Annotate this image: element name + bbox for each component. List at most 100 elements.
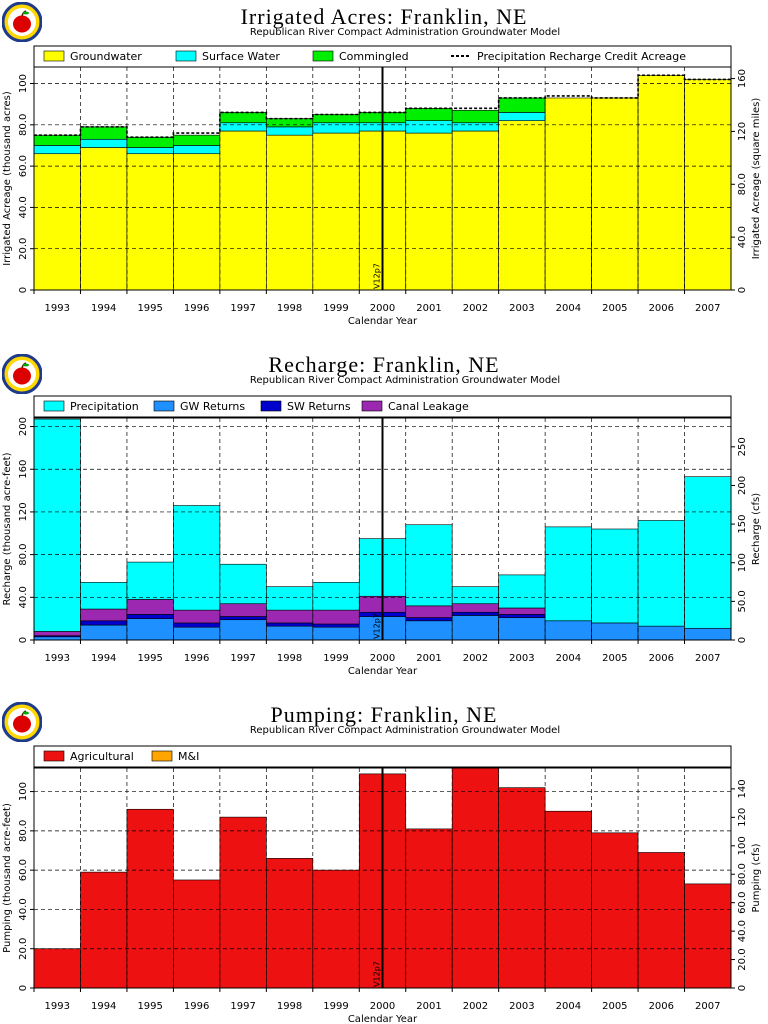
x-tick-label: 2004 — [556, 303, 581, 314]
bar-precipitation-1994 — [80, 582, 128, 610]
bar-surface-water-1994 — [80, 138, 128, 148]
x-tick-label: 1994 — [91, 303, 116, 314]
bar-commingled-2003 — [498, 97, 546, 113]
model-version-label: V12p7 — [373, 263, 382, 289]
x-axis-label: Calendar Year — [348, 666, 418, 677]
y-tick-label: 120 — [18, 502, 29, 521]
bar-groundwater-2004 — [544, 97, 592, 291]
bar-canal-leakage-1996 — [173, 609, 221, 624]
y2-tick-label: 200 — [737, 476, 748, 495]
x-tick-label: 1999 — [323, 303, 348, 314]
y2-tick-label: 60.0 — [737, 892, 748, 914]
x-tick-label: 2004 — [556, 1001, 581, 1012]
x-tick-label: 2003 — [509, 303, 534, 314]
recharge-panel: Recharge: Franklin, NE Republican River … — [0, 348, 768, 680]
bar-agricultural-2004 — [544, 810, 592, 989]
chart-subtitle: Republican River Compact Administration … — [249, 375, 561, 386]
x-tick-label: 1993 — [45, 653, 70, 664]
legend-label: Precipitation Recharge Credit Acreage — [477, 50, 686, 63]
legend-swatch-sw-returns — [260, 400, 282, 412]
x-tick-label: 2005 — [602, 653, 627, 664]
legend-label: M&I — [178, 750, 199, 763]
legend-swatch-groundwater — [43, 50, 65, 62]
y-tick-label: 0 — [18, 985, 29, 991]
y-tick-label: 80.0 — [18, 820, 29, 842]
y2-tick-label: 100 — [737, 836, 748, 855]
bar-canal-leakage-2001 — [405, 605, 453, 618]
y-tick-label: 160 — [18, 460, 29, 479]
bar-agricultural-2001 — [405, 828, 453, 989]
bar-groundwater-1998 — [266, 134, 314, 291]
bar-sw-returns-1994 — [80, 620, 128, 626]
x-tick-label: 2006 — [649, 1001, 674, 1012]
x-tick-label: 1995 — [137, 303, 162, 314]
legend-label: Precipitation — [70, 400, 139, 413]
y2-tick-label: 100 — [737, 553, 748, 572]
x-axis-label: Calendar Year — [348, 316, 418, 327]
legend-label: Canal Leakage — [388, 400, 469, 413]
bar-gw-returns-1995 — [126, 618, 174, 641]
bar-sw-returns-2002 — [451, 611, 499, 616]
y2-tick-label: 150 — [737, 515, 748, 534]
chart-subtitle: Republican River Compact Administration … — [249, 725, 561, 736]
legend-label: Surface Water — [202, 50, 280, 63]
x-tick-label: 1998 — [277, 1001, 302, 1012]
bar-commingled-1996 — [173, 134, 221, 146]
bar-surface-water-1997 — [219, 122, 267, 132]
bar-agricultural-1993 — [33, 948, 81, 989]
y-tick-label: 40.0 — [18, 196, 29, 218]
chart-title: Pumping: Franklin, NE — [270, 702, 498, 727]
bar-precipitation-2007 — [684, 476, 732, 629]
legend-swatch-m-i — [151, 750, 173, 762]
x-tick-label: 1998 — [277, 653, 302, 664]
bar-groundwater-2007 — [684, 79, 732, 291]
bar-precipitation-1999 — [312, 582, 360, 611]
bar-commingled-2001 — [405, 107, 453, 121]
bar-canal-leakage-1999 — [312, 609, 360, 625]
y2-tick-label: 120 — [737, 808, 748, 827]
x-tick-label: 1996 — [184, 303, 209, 314]
bar-agricultural-1996 — [173, 879, 221, 989]
bar-precipitation-2002 — [451, 586, 499, 605]
x-tick-label: 1996 — [184, 1001, 209, 1012]
legend-swatch-agricultural — [43, 750, 65, 762]
legend-label: Groundwater — [70, 50, 142, 63]
pumping-panel: Pumping: Franklin, NE Republican River C… — [0, 698, 768, 1024]
y-tick-label: 60.0 — [18, 155, 29, 177]
bar-sw-returns-1998 — [266, 622, 314, 627]
y-tick-label: 60.0 — [18, 859, 29, 881]
legend-box — [33, 745, 732, 768]
bar-precipitation-2001 — [405, 524, 453, 607]
legend-swatch-canal-leakage — [361, 400, 383, 412]
bar-gw-returns-1998 — [266, 625, 314, 641]
x-tick-label: 1999 — [323, 653, 348, 664]
model-version-label: V12p7 — [373, 613, 382, 639]
bar-surface-water-1999 — [312, 122, 360, 134]
x-tick-label: 1995 — [137, 1001, 162, 1012]
x-tick-label: 1995 — [137, 653, 162, 664]
apple-logo-icon — [2, 354, 42, 394]
bar-groundwater-1993 — [33, 153, 81, 291]
legend-swatch-commingled — [312, 50, 334, 62]
bar-precipitation-2006 — [637, 520, 685, 627]
legend-swatch-precipitation — [43, 400, 65, 412]
bar-canal-leakage-2003 — [498, 607, 546, 615]
y-axis-label: Recharge (thousand acre-feet) — [2, 452, 13, 605]
x-tick-label: 2005 — [602, 1001, 627, 1012]
pumping-chart: V12p7 0 20.0 40.0 60.0 80.0 100 0 20.0 40.0 60.0 80… — [2, 745, 762, 1024]
y-tick-label: 20.0 — [18, 238, 29, 260]
bar-groundwater-1994 — [80, 147, 128, 291]
y-tick-label: 40.0 — [18, 586, 29, 608]
x-tick-label: 1993 — [45, 1001, 70, 1012]
x-tick-label: 2002 — [463, 303, 488, 314]
bar-precipitation-1993 — [33, 418, 81, 632]
legend-label: SW Returns — [287, 400, 351, 413]
apple-logo-icon — [2, 2, 42, 42]
bar-commingled-1993 — [33, 134, 81, 146]
bar-surface-water-2003 — [498, 112, 546, 121]
bar-sw-returns-1995 — [126, 614, 174, 619]
x-tick-label: 2004 — [556, 653, 581, 664]
bar-commingled-1994 — [80, 126, 128, 140]
x-tick-label: 2006 — [649, 653, 674, 664]
x-axis-label: Calendar Year — [348, 1014, 418, 1024]
